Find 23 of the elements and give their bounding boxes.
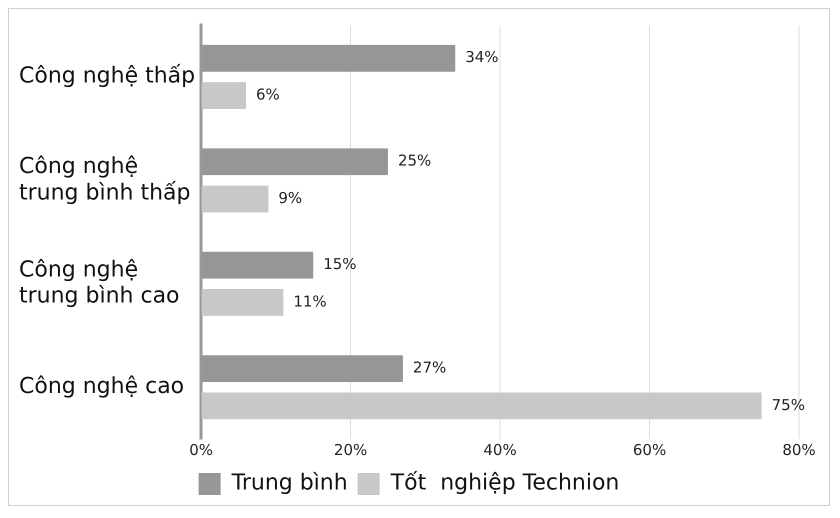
data-label: 75% [772,396,805,414]
legend-label: Trung bình [230,470,348,496]
data-label: 25% [398,152,432,170]
data-label: 27% [412,358,446,377]
x-tick-label: 20% [334,440,368,459]
y-tick-label: Công nghệ thấp [19,64,196,89]
x-tick-label: 60% [632,440,666,459]
y-tick-label: Công nghệ trung bình thấp [19,154,190,206]
legend-label: Tốt nghiệp Technion [390,470,620,496]
data-label: 15% [323,255,357,274]
data-label: 9% [278,188,302,207]
bar [202,392,762,420]
bar [202,186,268,212]
x-tick-label: 0% [189,440,214,459]
bar [202,289,284,316]
x-tick-label: 80% [782,440,816,459]
x-tick-label: 40% [483,440,517,459]
bar [202,82,246,109]
data-label: 34% [465,48,499,66]
data-label: 6% [256,85,280,104]
data-label: 11% [293,292,327,310]
y-tick-label: Công nghệ trung bình cao [19,257,180,309]
y-tick-label: Công nghệ cao [19,374,184,399]
